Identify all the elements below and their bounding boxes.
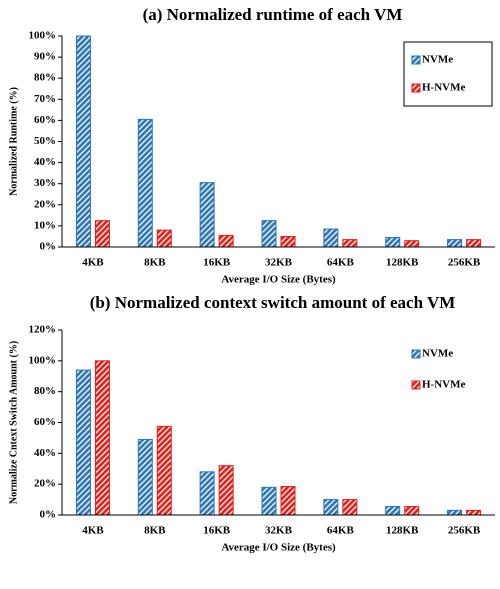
legend-label: H-NVMe [422,379,465,391]
x-tick-label: 32KB [265,525,293,537]
y-axis-title: Normalized Runtime (%) [8,87,19,196]
bar [323,499,339,516]
bar [261,486,277,516]
bar [137,438,153,516]
chart-title: (b) Normalized context switch amount of … [90,293,456,312]
bar [280,485,296,516]
y-tick-label: 90% [34,51,56,63]
bar [156,229,172,248]
y-tick-label: 60% [34,416,56,428]
y-tick-label: 100% [29,30,57,42]
chart-title: (a) Normalized runtime of each VM [143,5,403,24]
legend-label: NVMe [422,348,453,360]
bar [342,239,358,248]
y-axis-title: Normalize Cntext Switch Amount (%) [8,341,19,504]
x-tick-label: 8KB [144,257,166,269]
x-tick-label: 128KB [386,257,419,269]
legend-label: NVMe [422,54,453,66]
y-tick-label: 0% [40,241,57,253]
x-tick-label: 64KB [327,257,355,269]
x-tick-label: 128KB [386,525,419,537]
bar [385,237,401,248]
x-tick-label: 4KB [82,525,104,537]
y-tick-label: 100% [29,354,57,366]
legend-label: H-NVMe [422,82,465,94]
bar [199,182,215,248]
y-tick-label: 70% [34,93,56,105]
y-tick-label: 40% [34,156,56,168]
y-tick-label: 120% [29,324,57,336]
x-tick-label: 16KB [203,257,231,269]
bar [218,465,234,516]
x-axis-title: Average I/O Size (Bytes) [221,274,336,286]
bar [75,35,91,248]
x-tick-label: 4KB [82,257,104,269]
y-tick-label: 80% [34,385,56,397]
legend-swatch [411,55,421,65]
bar [94,220,110,248]
y-tick-label: 60% [34,114,56,126]
bar [75,369,91,516]
bar [280,235,296,248]
bar [342,499,358,516]
x-tick-label: 256KB [448,257,481,269]
legend-swatch [411,349,421,359]
bar [261,220,277,248]
x-axis-title: Average I/O Size (Bytes) [221,542,336,554]
bar [404,506,420,516]
x-tick-label: 64KB [327,525,355,537]
y-tick-label: 30% [34,177,56,189]
y-tick-label: 20% [34,198,56,210]
bar [94,360,110,516]
x-tick-label: 16KB [203,525,231,537]
bar [137,118,153,248]
bar [323,228,339,248]
bar [447,239,463,248]
bar [447,509,463,516]
legend-swatch [411,83,421,93]
bar [466,509,482,516]
bar [156,425,172,516]
x-tick-label: 8KB [144,525,166,537]
y-tick-label: 40% [34,447,56,459]
y-tick-label: 80% [34,72,56,84]
legend-swatch [411,380,421,390]
y-tick-label: 10% [34,219,56,231]
y-tick-label: 50% [34,135,56,147]
y-tick-label: 0% [40,509,57,521]
x-tick-label: 256KB [448,525,481,537]
bar [218,234,234,248]
bar [404,240,420,248]
bar [199,471,215,516]
legend-box [403,41,493,107]
bar [385,506,401,516]
x-tick-label: 32KB [265,257,293,269]
y-tick-label: 20% [34,478,56,490]
bar [466,239,482,248]
